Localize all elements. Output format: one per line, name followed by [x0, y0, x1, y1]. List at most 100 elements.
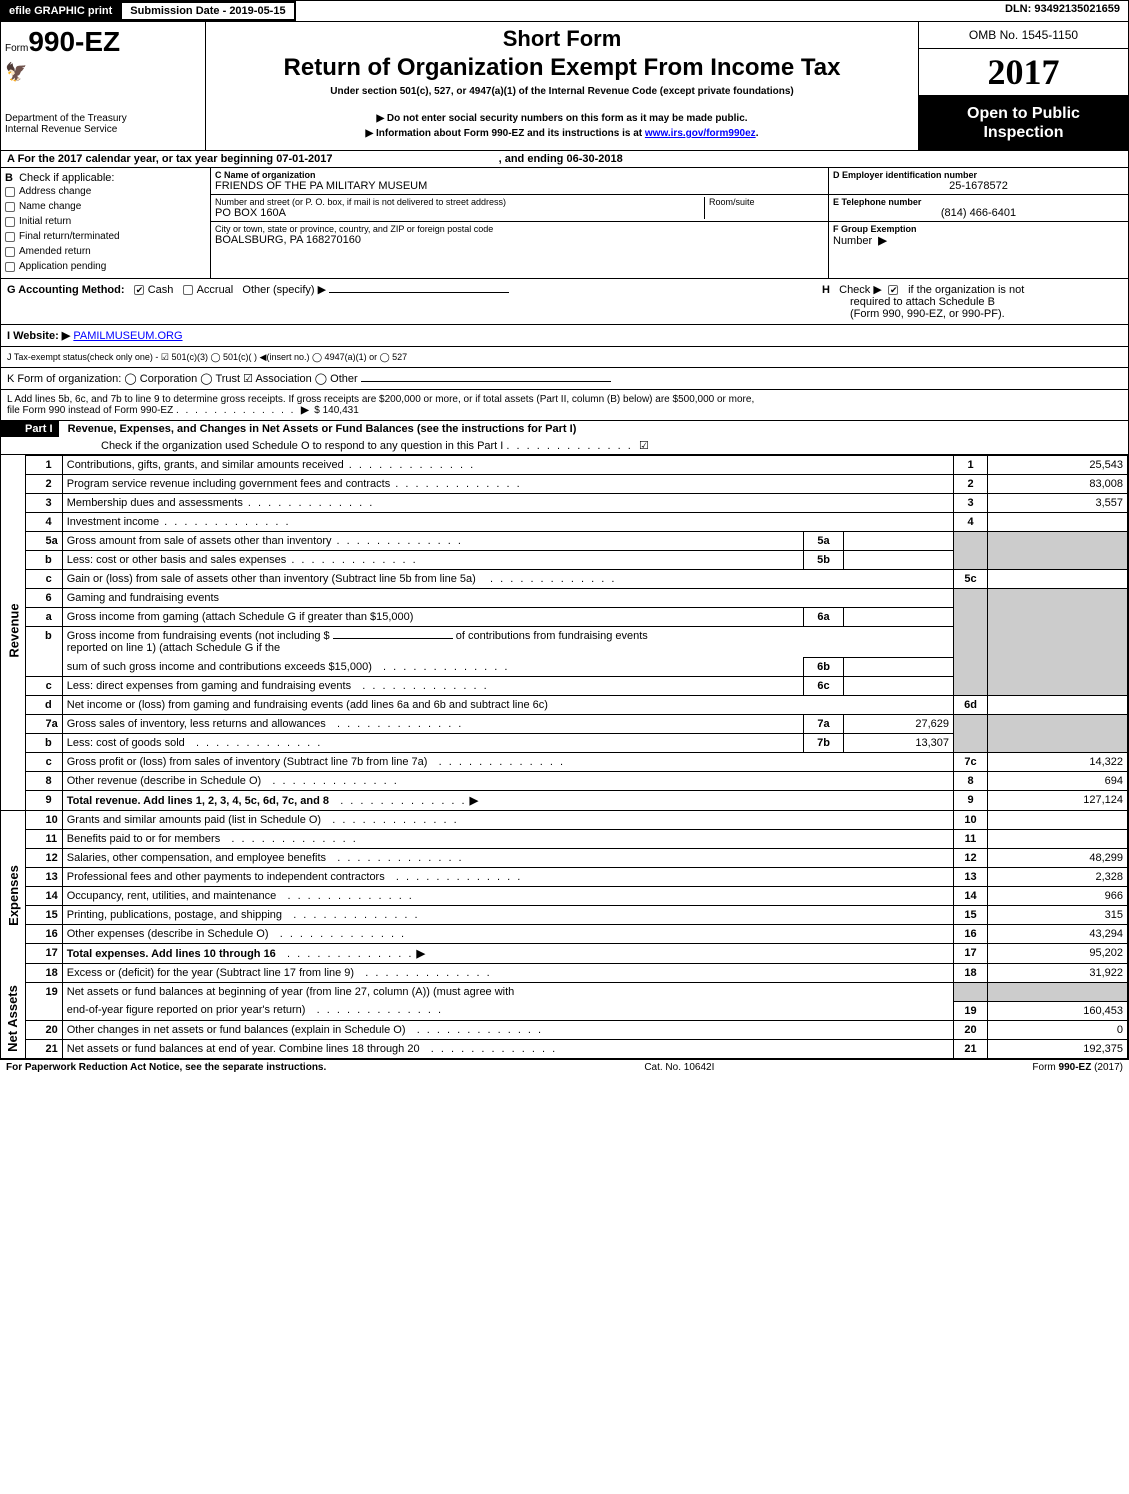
header-grid: Form990-EZ 🦅 Department of the Treasury … [1, 22, 1128, 151]
form-prefix: Form [5, 43, 28, 54]
d-label: D Employer identification number [833, 170, 977, 180]
instruction-lines: ▶ Do not enter social security numbers o… [210, 111, 914, 141]
checkbox-initial-return[interactable] [5, 217, 15, 227]
mid-7b: 7b [804, 734, 844, 753]
desc-6a: Gross income from gaming (attach Schedul… [62, 608, 803, 627]
val-6d [988, 696, 1128, 715]
checkbox-name-change[interactable] [5, 202, 15, 212]
instr-line-2: ▶ Information about Form 990-EZ and its … [210, 126, 914, 141]
grey-val-19 [988, 983, 1128, 1002]
row-13: 13 Professional fees and other payments … [1, 868, 1128, 887]
opt-other: Other (specify) ▶ [242, 284, 326, 296]
row-17: 17 Total expenses. Add lines 10 through … [1, 944, 1128, 964]
instructions-link[interactable]: www.irs.gov/form990ez [645, 128, 756, 139]
rn-13: 13 [954, 868, 988, 887]
section-b: B Check if applicable: Address change Na… [1, 168, 211, 278]
ln-20: 20 [25, 1020, 62, 1039]
checkbox-final-return[interactable] [5, 232, 15, 242]
row-2: 2 Program service revenue including gove… [1, 475, 1128, 494]
val-11 [988, 830, 1128, 849]
val-13: 2,328 [988, 868, 1128, 887]
val-1: 25,543 [988, 456, 1128, 475]
checkbox-schedule-b[interactable] [888, 285, 898, 295]
ln-6b: b [25, 627, 62, 677]
rn-17: 17 [954, 944, 988, 964]
rn-16: 16 [954, 925, 988, 944]
row-12: 12 Salaries, other compensation, and emp… [1, 849, 1128, 868]
submission-date-box: Submission Date - 2019-05-15 [120, 1, 295, 21]
rn-15: 15 [954, 906, 988, 925]
val-5c [988, 570, 1128, 589]
line-a-pre: A For the 2017 calendar year, or tax yea… [7, 153, 276, 165]
part-1-dots [506, 440, 632, 452]
val-19: 160,453 [988, 1001, 1128, 1020]
mid-6a: 6a [804, 608, 844, 627]
ln-13: 13 [25, 868, 62, 887]
desc-5c: Gain or (loss) from sale of assets other… [67, 573, 476, 585]
checkbox-cash[interactable] [134, 285, 144, 295]
h-text-4: (Form 990, 990-EZ, or 990-PF). [850, 308, 1005, 320]
rn-6d: 6d [954, 696, 988, 715]
ln-5b: b [25, 551, 62, 570]
rn-1: 1 [954, 456, 988, 475]
row-19-val: end-of-year figure reported on prior yea… [1, 1001, 1128, 1020]
val-16: 43,294 [988, 925, 1128, 944]
desc-21: Net assets or fund balances at end of ye… [67, 1043, 420, 1055]
return-title: Return of Organization Exempt From Incom… [210, 54, 914, 82]
c-label: C Name of organization [215, 170, 316, 180]
checkbox-address-change[interactable] [5, 187, 15, 197]
efile-print-button[interactable]: efile GRAPHIC print [1, 1, 120, 21]
l-dots [176, 405, 295, 416]
mid-5a: 5a [804, 532, 844, 551]
desc-9: Total revenue. Add lines 1, 2, 3, 4, 5c,… [67, 795, 329, 807]
rn-2: 2 [954, 475, 988, 494]
desc-7a: Gross sales of inventory, less returns a… [67, 718, 326, 730]
rn-8: 8 [954, 772, 988, 791]
row-i-website: I Website: ▶ PAMILMUSEUM.ORG [1, 325, 1128, 347]
ln-7c: c [25, 753, 62, 772]
mid-6b: 6b [804, 658, 844, 677]
rn-12: 12 [954, 849, 988, 868]
row-16: 16 Other expenses (describe in Schedule … [1, 925, 1128, 944]
checkbox-amended-return[interactable] [5, 247, 15, 257]
rn-20: 20 [954, 1020, 988, 1039]
ln-9: 9 [25, 791, 62, 811]
phone-value: (814) 466-6401 [833, 207, 1124, 219]
k-text: K Form of organization: ◯ Corporation ◯ … [7, 373, 358, 385]
part-1-checkbox[interactable]: ☑ [639, 440, 649, 452]
checkbox-accrual[interactable] [183, 285, 193, 295]
rn-11: 11 [954, 830, 988, 849]
desc-14: Occupancy, rent, utilities, and maintena… [67, 890, 277, 902]
row-l-gross-receipts: L Add lines 5b, 6c, and 7b to line 9 to … [1, 390, 1128, 421]
website-link[interactable]: PAMILMUSEUM.ORG [73, 330, 182, 342]
j-text: J Tax-exempt status(check only one) - ☑ … [7, 352, 407, 362]
h-label: H [822, 284, 830, 296]
rn-10: 10 [954, 811, 988, 830]
row-20: 20 Other changes in net assets or fund b… [1, 1020, 1128, 1039]
desc-6: Gaming and fundraising events [62, 589, 953, 608]
dln-label: DLN: 93492135021659 [997, 1, 1128, 21]
val-2: 83,008 [988, 475, 1128, 494]
midval-6c [844, 677, 954, 696]
footer-mid: Cat. No. 10642I [644, 1062, 714, 1073]
header-right: OMB No. 1545-1150 2017 Open to Public In… [918, 22, 1128, 150]
city-value: BOALSBURG, PA 168270160 [215, 234, 824, 246]
section-c: C Name of organization FRIENDS OF THE PA… [211, 168, 828, 278]
desc-1: Contributions, gifts, grants, and simila… [67, 459, 344, 471]
ln-7b: b [25, 734, 62, 753]
val-14: 966 [988, 887, 1128, 906]
under-section: Under section 501(c), 527, or 4947(a)(1)… [210, 86, 914, 97]
l-arrow-icon: ▶ [301, 405, 309, 416]
midval-6b [844, 658, 954, 677]
h-text-2: if the organization is not [908, 284, 1024, 296]
desc-6b-3: reported on line 1) (attach Schedule G i… [67, 642, 280, 654]
row-1: Revenue 1 Contributions, gifts, grants, … [1, 456, 1128, 475]
address-grid: B Check if applicable: Address change Na… [1, 168, 1128, 279]
row-18: Net Assets 18 Excess or (deficit) for th… [1, 964, 1128, 983]
desc-5b: Less: cost or other basis and sales expe… [67, 554, 287, 566]
checkbox-application-pending[interactable] [5, 262, 15, 272]
ln-2: 2 [25, 475, 62, 494]
ln-19: 19 [25, 983, 62, 1021]
open-public-badge: Open to Public Inspection [919, 96, 1128, 150]
rn-18: 18 [954, 964, 988, 983]
